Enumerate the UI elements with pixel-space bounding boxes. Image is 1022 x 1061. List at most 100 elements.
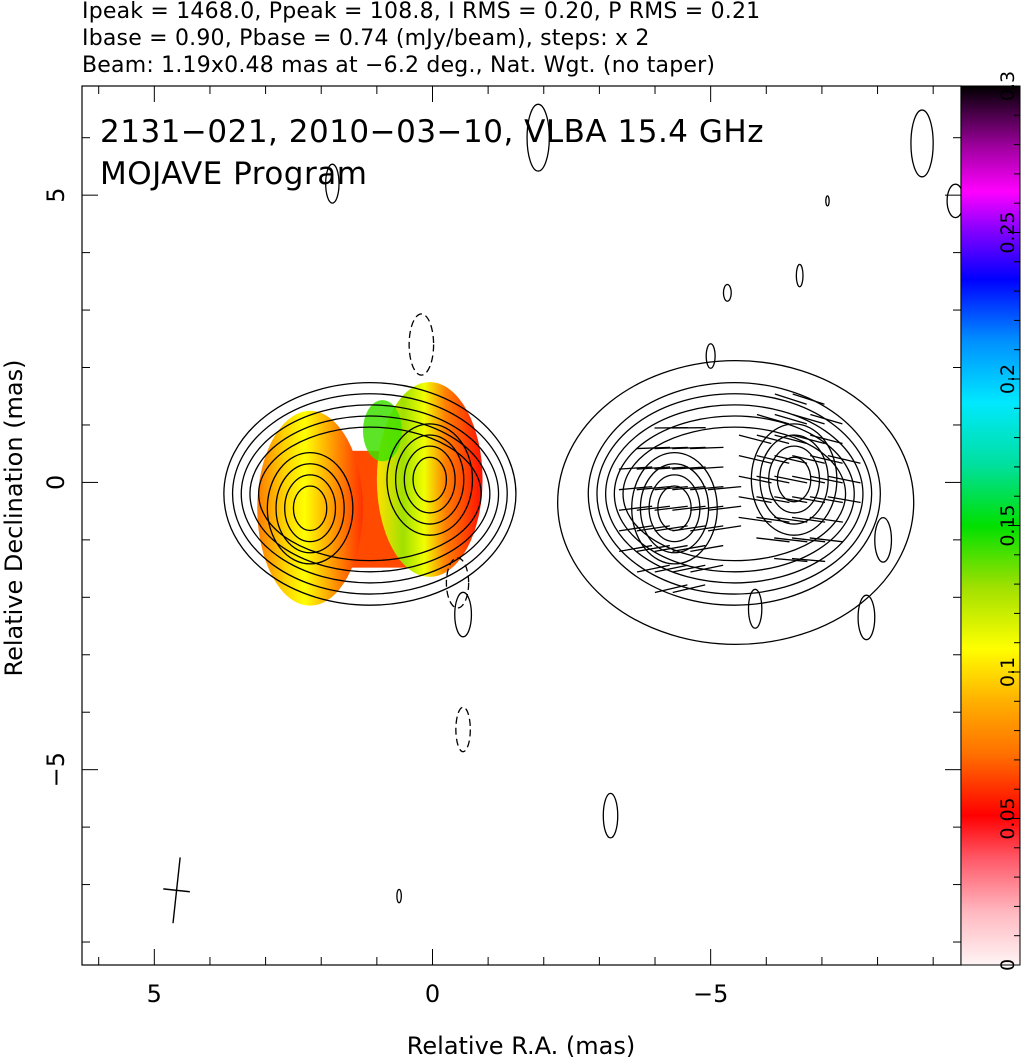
evpa-vector: [756, 516, 790, 523]
intensity-contour-right: [750, 423, 838, 536]
evpa-vector: [672, 485, 706, 491]
evpa-vector: [774, 496, 808, 504]
x-tick-label: 0: [425, 980, 440, 1008]
evpa-vector: [756, 413, 790, 425]
intensity-contour-left: [249, 415, 491, 573]
noise-contour: [825, 195, 830, 207]
evpa-vector: [654, 584, 688, 594]
evpa-vector: [618, 525, 653, 532]
evpa-vector: [774, 434, 808, 445]
evpa-vector: [690, 564, 724, 573]
evpa-vector: [654, 525, 688, 532]
noise-contour: [857, 594, 876, 641]
evpa-vector: [774, 537, 808, 543]
intensity-contour-left: [403, 445, 456, 514]
noise-contour: [722, 283, 732, 302]
intensity-contour-left: [394, 434, 465, 525]
evpa-vector: [774, 413, 807, 425]
intensity-contour-left: [231, 393, 508, 595]
evpa-vector: [827, 455, 861, 464]
green-patch: [362, 400, 402, 462]
colorbar-tick-label: 0.1: [997, 657, 1019, 687]
evpa-vector: [738, 434, 772, 445]
intensity-contour-right: [596, 393, 873, 595]
evpa-vector: [654, 466, 688, 470]
intensity-contour-right: [613, 415, 855, 573]
intensity-contour-outer-right: [557, 360, 915, 646]
evpa-vector: [636, 505, 670, 511]
negative-contour: [455, 706, 471, 753]
evpa-vector: [792, 496, 826, 504]
evpa-vector: [636, 564, 670, 573]
x-tick-label: 5: [147, 980, 162, 1008]
intensity-contour-right: [587, 381, 881, 606]
evpa-vector: [707, 525, 742, 532]
noise-contour: [874, 516, 893, 563]
evpa-vector: [774, 455, 808, 464]
evpa-vector: [672, 505, 706, 511]
noise-contour: [454, 591, 473, 638]
evpa-vector: [707, 485, 742, 491]
colorbar-tick-label: 0.2: [997, 364, 1019, 394]
evpa-vector: [792, 413, 825, 425]
evpa-vector: [618, 485, 653, 491]
evpa-vector: [636, 466, 671, 470]
noise-contour: [526, 103, 550, 172]
intensity-contour-right: [604, 404, 864, 584]
evpa-vector: [672, 584, 706, 594]
colorbar-tick-label: 0.05: [997, 797, 1019, 839]
noise-contour: [602, 792, 619, 839]
evpa-vector: [690, 485, 724, 491]
intensity-contour-left: [284, 474, 337, 543]
intensity-contour-left: [240, 404, 500, 584]
evpa-vector: [827, 475, 861, 484]
evpa-vector: [792, 434, 825, 445]
evpa-vector: [756, 455, 790, 464]
noise-contour: [705, 343, 716, 369]
header-line-3: Beam: 1.19x0.48 mas at −6.2 deg., Nat. W…: [82, 53, 716, 78]
noise-contour: [396, 888, 402, 904]
evpa-vector: [791, 537, 826, 543]
evpa-vector: [690, 466, 724, 470]
y-tick-label: 0: [42, 475, 70, 490]
evpa-vector: [636, 446, 671, 450]
intensity-contour-left: [412, 456, 448, 503]
evpa-vector: [827, 496, 861, 504]
intensity-contour-left: [292, 485, 328, 532]
evpa-vector: [756, 434, 790, 445]
noise-contour: [795, 263, 804, 288]
y-axis-title: Relative Declination (mas): [0, 359, 28, 676]
evpa-vector: [654, 505, 688, 511]
negative-contour: [408, 313, 435, 376]
noise-contour: [946, 183, 961, 219]
colorbar-tick-label: 0.15: [997, 504, 1019, 546]
evpa-vector: [756, 496, 790, 504]
evpa-vector: [756, 537, 790, 543]
plot-frame: [81, 85, 962, 966]
evpa-vector: [810, 413, 843, 425]
evpa-vector: [809, 455, 843, 464]
colorbar-tick-label: 0.25: [997, 211, 1019, 253]
evpa-vector: [738, 455, 772, 464]
evpa-vector: [810, 434, 843, 445]
header-line-1: Ipeak = 1468.0, Ppeak = 108.8, I RMS = 0…: [82, 0, 761, 24]
evpa-vector: [809, 537, 844, 543]
beam-minor-axis: [163, 888, 190, 893]
evpa-vector: [619, 544, 653, 553]
evpa-vector: [774, 393, 807, 405]
evpa-vector: [672, 466, 706, 470]
intensity-contour-right: [622, 426, 847, 562]
evpa-vector: [654, 544, 688, 553]
evpa-vector: [738, 496, 772, 504]
evpa-vector: [792, 393, 825, 405]
noise-contour: [747, 588, 763, 629]
x-axis-title: Relative R.A. (mas): [407, 1032, 635, 1060]
evpa-vector: [690, 505, 724, 511]
y-tick-label: 5: [42, 188, 70, 203]
evpa-vector: [738, 475, 772, 484]
header-line-2: Ibase = 0.90, Pbase = 0.74 (mJy/beam), s…: [82, 26, 650, 51]
evpa-vector: [809, 475, 843, 484]
evpa-vector: [792, 475, 826, 484]
y-tick-label: −5: [42, 752, 70, 787]
